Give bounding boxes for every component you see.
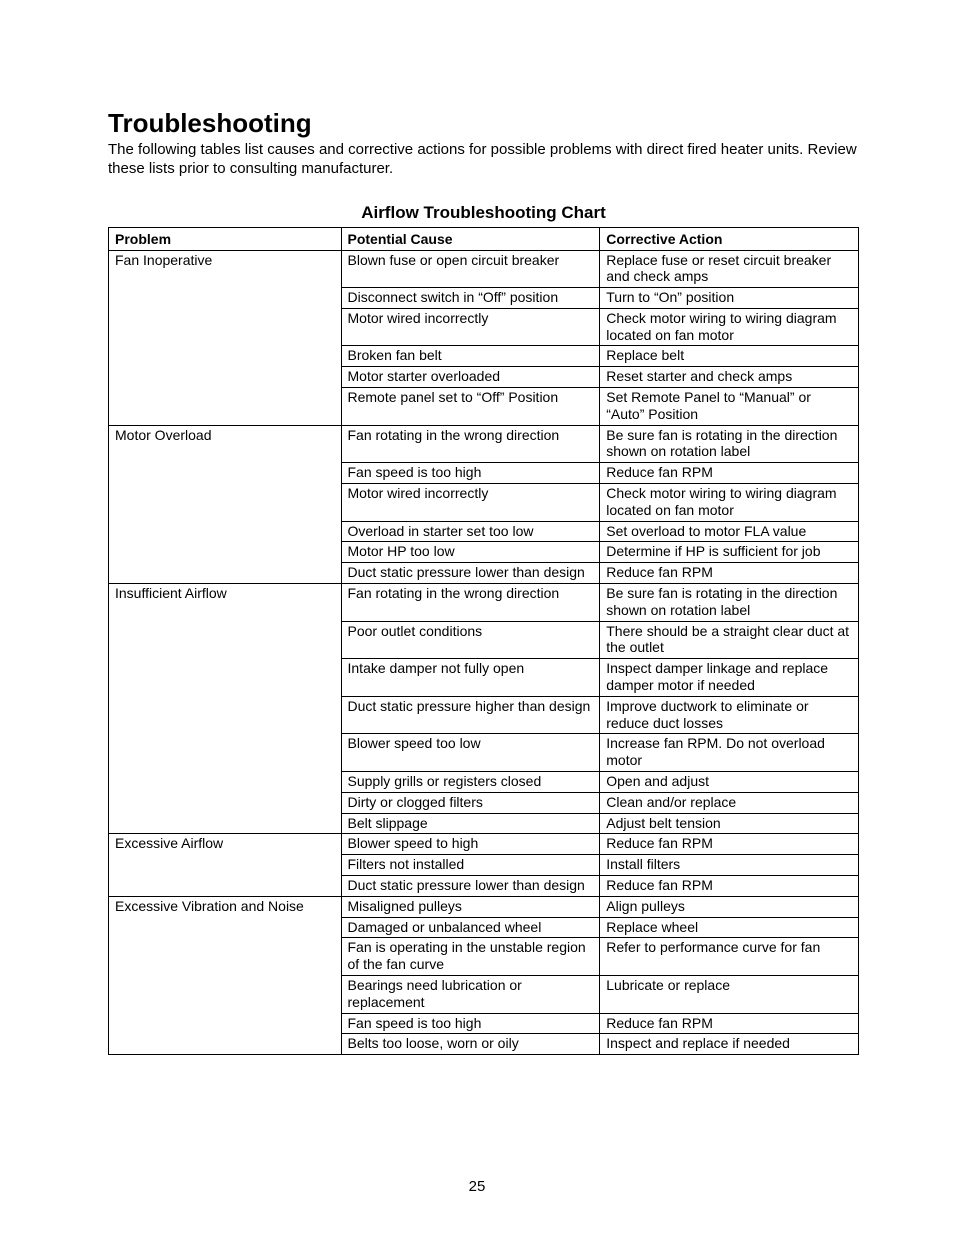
cause-cell: Damaged or unbalanced wheel — [341, 917, 600, 938]
action-cell: Increase fan RPM. Do not overload motor — [600, 734, 859, 772]
cause-cell: Motor HP too low — [341, 542, 600, 563]
page: Troubleshooting The following tables lis… — [0, 0, 954, 1235]
action-cell: Install filters — [600, 855, 859, 876]
action-cell: Turn to “On” position — [600, 288, 859, 309]
table-row: Fan InoperativeBlown fuse or open circui… — [109, 250, 859, 288]
action-cell: Align pulleys — [600, 896, 859, 917]
cause-cell: Belt slippage — [341, 813, 600, 834]
action-cell: There should be a straight clear duct at… — [600, 621, 859, 659]
action-cell: Replace wheel — [600, 917, 859, 938]
cause-cell: Broken fan belt — [341, 346, 600, 367]
page-number: 25 — [0, 1178, 954, 1195]
cause-cell: Fan rotating in the wrong direction — [341, 584, 600, 622]
action-cell: Set overload to motor FLA value — [600, 521, 859, 542]
action-cell: Replace belt — [600, 346, 859, 367]
cause-cell: Fan is operating in the unstable region … — [341, 938, 600, 976]
action-cell: Determine if HP is sufficient for job — [600, 542, 859, 563]
action-cell: Reset starter and check amps — [600, 367, 859, 388]
troubleshooting-table: Problem Potential Cause Corrective Actio… — [108, 227, 859, 1056]
cause-cell: Fan rotating in the wrong direction — [341, 425, 600, 463]
table-header-row: Problem Potential Cause Corrective Actio… — [109, 227, 859, 250]
action-cell: Reduce fan RPM — [600, 876, 859, 897]
problem-cell: Motor Overload — [109, 425, 342, 583]
cause-cell: Remote panel set to “Off” Position — [341, 388, 600, 426]
col-header-action: Corrective Action — [600, 227, 859, 250]
table-title: Airflow Troubleshooting Chart — [108, 203, 859, 223]
action-cell: Reduce fan RPM — [600, 1013, 859, 1034]
cause-cell: Intake damper not fully open — [341, 659, 600, 697]
page-heading: Troubleshooting — [108, 108, 859, 139]
cause-cell: Misaligned pulleys — [341, 896, 600, 917]
table-row: Excessive AirflowBlower speed to highRed… — [109, 834, 859, 855]
col-header-problem: Problem — [109, 227, 342, 250]
cause-cell: Bearings need lubrication or replacement — [341, 975, 600, 1013]
action-cell: Clean and/or replace — [600, 792, 859, 813]
cause-cell: Belts too loose, worn or oily — [341, 1034, 600, 1055]
problem-cell: Excessive Vibration and Noise — [109, 896, 342, 1054]
action-cell: Set Remote Panel to “Manual” or “Auto” P… — [600, 388, 859, 426]
cause-cell: Fan speed is too high — [341, 463, 600, 484]
cause-cell: Poor outlet conditions — [341, 621, 600, 659]
problem-cell: Insufficient Airflow — [109, 584, 342, 834]
problem-cell: Fan Inoperative — [109, 250, 342, 425]
action-cell: Open and adjust — [600, 772, 859, 793]
cause-cell: Motor wired incorrectly — [341, 308, 600, 346]
problem-cell: Excessive Airflow — [109, 834, 342, 896]
action-cell: Refer to performance curve for fan — [600, 938, 859, 976]
action-cell: Inspect damper linkage and replace dampe… — [600, 659, 859, 697]
cause-cell: Duct static pressure lower than design — [341, 563, 600, 584]
action-cell: Be sure fan is rotating in the direction… — [600, 425, 859, 463]
action-cell: Adjust belt tension — [600, 813, 859, 834]
col-header-cause: Potential Cause — [341, 227, 600, 250]
intro-text: The following tables list causes and cor… — [108, 141, 859, 179]
table-row: Motor OverloadFan rotating in the wrong … — [109, 425, 859, 463]
cause-cell: Duct static pressure higher than design — [341, 696, 600, 734]
cause-cell: Motor wired incorrectly — [341, 484, 600, 522]
action-cell: Reduce fan RPM — [600, 563, 859, 584]
cause-cell: Overload in starter set too low — [341, 521, 600, 542]
action-cell: Inspect and replace if needed — [600, 1034, 859, 1055]
action-cell: Reduce fan RPM — [600, 463, 859, 484]
cause-cell: Blower speed too low — [341, 734, 600, 772]
action-cell: Check motor wiring to wiring diagram loc… — [600, 484, 859, 522]
action-cell: Be sure fan is rotating in the direction… — [600, 584, 859, 622]
action-cell: Check motor wiring to wiring diagram loc… — [600, 308, 859, 346]
cause-cell: Dirty or clogged filters — [341, 792, 600, 813]
cause-cell: Blower speed to high — [341, 834, 600, 855]
cause-cell: Blown fuse or open circuit breaker — [341, 250, 600, 288]
cause-cell: Disconnect switch in “Off” position — [341, 288, 600, 309]
action-cell: Replace fuse or reset circuit breaker an… — [600, 250, 859, 288]
table-row: Insufficient AirflowFan rotating in the … — [109, 584, 859, 622]
table-row: Excessive Vibration and NoiseMisaligned … — [109, 896, 859, 917]
action-cell: Improve ductwork to eliminate or reduce … — [600, 696, 859, 734]
cause-cell: Fan speed is too high — [341, 1013, 600, 1034]
cause-cell: Supply grills or registers closed — [341, 772, 600, 793]
action-cell: Lubricate or replace — [600, 975, 859, 1013]
table-body: Fan InoperativeBlown fuse or open circui… — [109, 250, 859, 1055]
cause-cell: Motor starter overloaded — [341, 367, 600, 388]
action-cell: Reduce fan RPM — [600, 834, 859, 855]
cause-cell: Filters not installed — [341, 855, 600, 876]
cause-cell: Duct static pressure lower than design — [341, 876, 600, 897]
